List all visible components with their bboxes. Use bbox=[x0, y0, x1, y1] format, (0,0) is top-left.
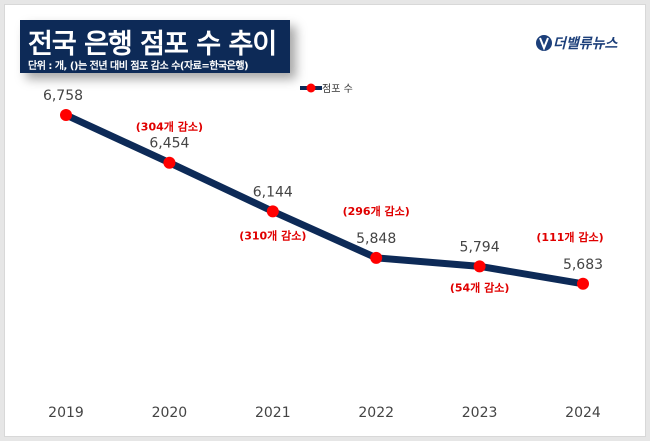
annotation-label: (304개 감소) bbox=[136, 120, 203, 134]
legend-label: 점포 수 bbox=[322, 84, 353, 95]
data-label: 6,144 bbox=[253, 184, 293, 200]
title-box: 전국 은행 점포 수 추이 단위 : 개, ()는 전년 대비 점포 감소 수(… bbox=[20, 20, 290, 73]
data-point bbox=[577, 277, 589, 290]
data-label: 5,848 bbox=[356, 231, 396, 247]
logo-icon bbox=[536, 35, 552, 51]
x-tick-label: 2023 bbox=[462, 405, 498, 421]
x-tick-label: 2019 bbox=[48, 405, 84, 421]
data-point bbox=[163, 156, 176, 169]
data-label: 5,683 bbox=[563, 257, 603, 273]
data-label: 6,758 bbox=[43, 88, 83, 104]
legend: 점포 수 bbox=[300, 80, 353, 95]
annotation-label: (111개 감소) bbox=[536, 230, 603, 244]
legend-marker-icon bbox=[300, 83, 322, 92]
data-point bbox=[370, 251, 383, 264]
series-line bbox=[64, 111, 584, 288]
x-tick-label: 2021 bbox=[255, 405, 291, 421]
annotation-label: (296개 감소) bbox=[343, 204, 410, 218]
annotation-label: (54개 감소) bbox=[450, 280, 510, 294]
chart-frame bbox=[4, 4, 646, 437]
data-label: 5,794 bbox=[460, 239, 500, 255]
chart-subtitle: 단위 : 개, ()는 전년 대비 점포 감소 수(자료=한국은행) bbox=[28, 61, 249, 72]
annotation-label: (310개 감소) bbox=[239, 228, 306, 242]
x-tick-label: 2022 bbox=[358, 405, 394, 421]
logo: 더밸류뉴스 bbox=[535, 33, 617, 53]
logo-text: 더밸류뉴스 bbox=[553, 36, 618, 52]
x-tick-label: 2024 bbox=[565, 405, 601, 421]
x-tick-label: 2020 bbox=[152, 405, 188, 421]
data-label: 6,454 bbox=[149, 136, 189, 152]
data-point bbox=[60, 108, 72, 121]
data-point bbox=[266, 205, 279, 218]
data-point bbox=[473, 260, 486, 273]
chart-title: 전국 은행 점포 수 추이 bbox=[28, 29, 277, 60]
